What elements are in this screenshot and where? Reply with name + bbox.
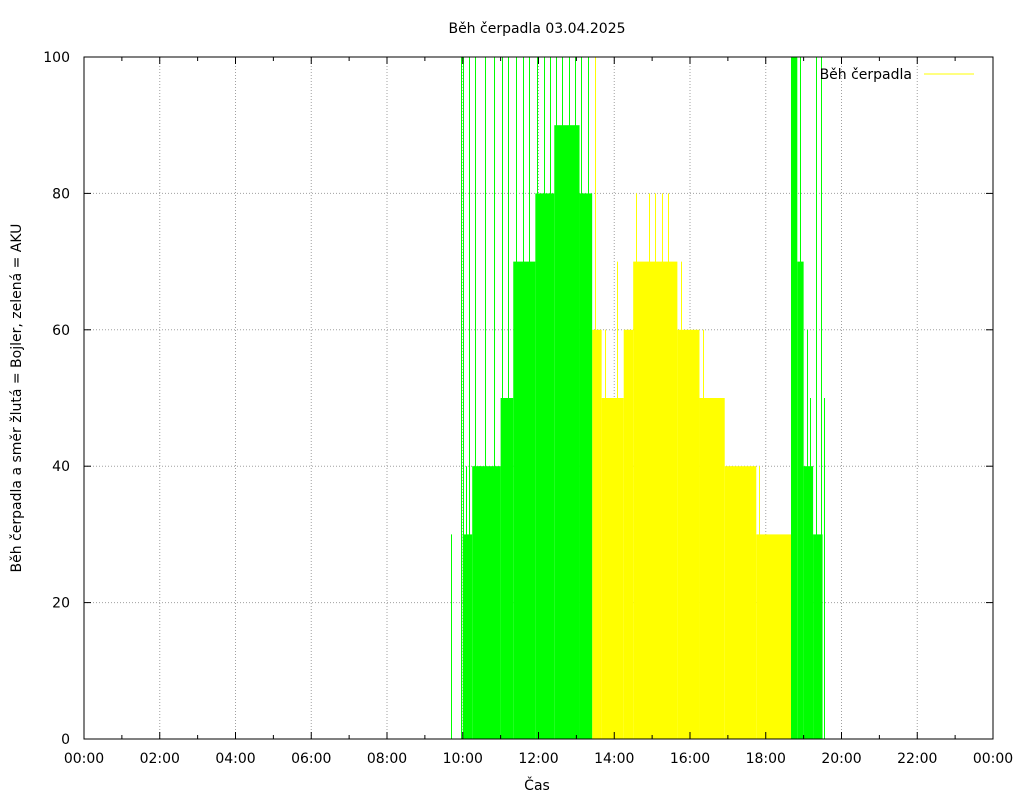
x-tick-label: 14:00 xyxy=(594,751,634,767)
legend-label: Běh čerpadla xyxy=(820,67,912,83)
y-tick-label: 100 xyxy=(43,50,70,66)
y-tick-label: 0 xyxy=(61,732,70,748)
x-tick-label: 02:00 xyxy=(140,751,180,767)
x-tick-label: 20:00 xyxy=(821,751,861,767)
x-axis-label: Čas xyxy=(524,776,550,794)
x-tick-label: 00:00 xyxy=(973,751,1013,767)
y-axis-label: Běh čerpadla a směr žlutá = Bojler, zele… xyxy=(9,224,25,573)
data-bar xyxy=(601,398,624,739)
data-bar xyxy=(472,466,488,739)
data-bar xyxy=(677,329,700,739)
y-tick-label: 60 xyxy=(52,323,70,339)
tick-labels: 00:00 02:00 04:00 06:00 08:00 10:00 12:00 14:00… xyxy=(43,50,1013,767)
data-bar xyxy=(756,534,791,739)
x-tick-label: 06:00 xyxy=(291,751,331,767)
plot-border xyxy=(83,56,994,740)
data-bar xyxy=(803,466,814,739)
x-tick-label: 08:00 xyxy=(367,751,407,767)
legend: Běh čerpadla xyxy=(820,67,974,83)
x-tick-label: 22:00 xyxy=(897,751,937,767)
data-bar xyxy=(724,466,757,739)
x-tick-label: 12:00 xyxy=(518,751,558,767)
x-tick-label: 10:00 xyxy=(443,751,483,767)
x-tick-label: 00:00 xyxy=(64,751,104,767)
y-tick-label: 40 xyxy=(52,459,70,475)
x-tick-label: 18:00 xyxy=(746,751,786,767)
chart-title: Běh čerpadla 03.04.2025 xyxy=(448,21,625,37)
axes xyxy=(83,56,994,740)
series-bojler xyxy=(592,57,791,739)
data-bar xyxy=(813,534,823,739)
y-tick-label: 20 xyxy=(52,596,70,612)
data-bar xyxy=(462,534,473,739)
y-tick-label: 80 xyxy=(52,186,70,202)
series-aku xyxy=(451,57,825,739)
data-bar xyxy=(500,398,514,739)
plot-area xyxy=(451,57,825,739)
data-bar xyxy=(592,329,602,739)
x-tick-label: 04:00 xyxy=(215,751,255,767)
x-tick-label: 16:00 xyxy=(670,751,710,767)
